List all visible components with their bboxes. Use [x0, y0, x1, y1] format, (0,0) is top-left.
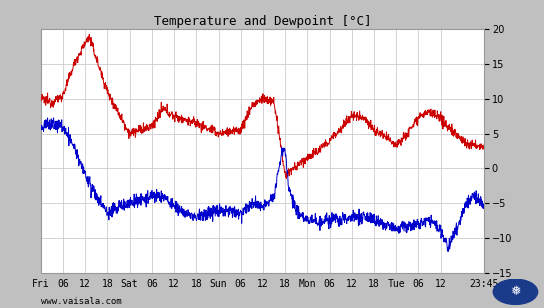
- Text: www.vaisala.com: www.vaisala.com: [41, 298, 121, 306]
- Circle shape: [493, 279, 537, 304]
- Title: Temperature and Dewpoint [°C]: Temperature and Dewpoint [°C]: [154, 15, 371, 28]
- Text: ❅: ❅: [510, 285, 521, 298]
